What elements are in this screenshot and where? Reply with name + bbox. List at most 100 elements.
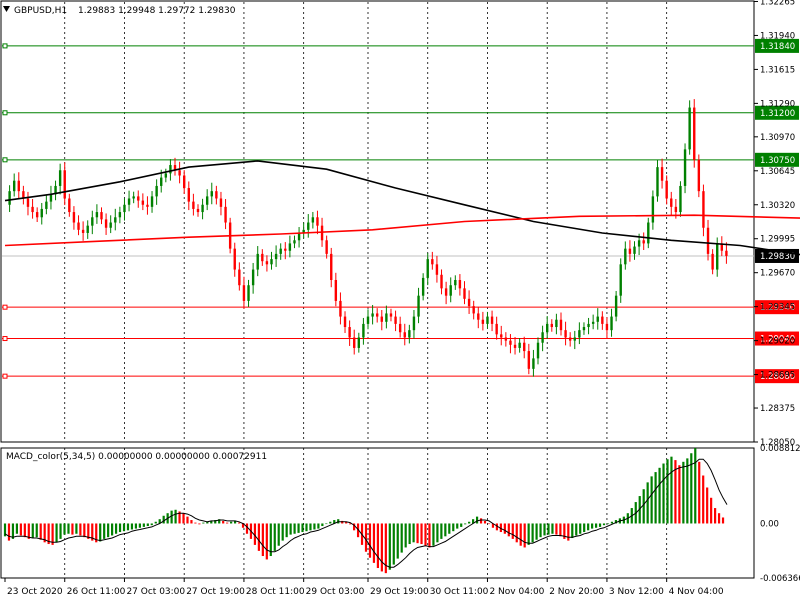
candle-body [509,340,512,345]
moving-average-line [4,160,800,256]
macd-bar [202,522,205,524]
macd-bar [372,523,376,563]
macd-bar [388,523,391,570]
macd-bar [111,523,114,536]
candle-body [325,240,328,254]
macd-bar [233,520,237,524]
macd-bar [142,523,145,527]
macd-bar [218,519,221,524]
macd-bar [491,523,495,528]
candle-body [81,229,85,233]
macd-bar [646,482,649,524]
macd-bar [721,517,725,524]
candle-body [261,253,264,262]
level-tag [755,38,799,53]
macd-bar [352,523,356,531]
horizontal-levels: 1.31840 1.31200 1.30750 1.29340 1.29040 1.286… [2,38,799,384]
time-axis-label: 2 Nov 04:00 [489,587,544,597]
macd-bar [226,522,229,524]
macd-axis-label: -0.0063660 [760,574,800,584]
macd-signal-line [4,458,728,568]
candle-body [302,229,305,233]
price-axis-label: 1.29670 [760,269,795,279]
macd-bar [702,475,705,524]
price-axis-label: 1.29020 [760,337,795,347]
candle-body [164,173,168,178]
macd-bar [543,523,546,536]
macd-bar [349,523,352,525]
macd-bar [698,461,701,524]
candle-body [458,280,462,289]
macd-bar [122,523,126,532]
candle-body [215,191,218,199]
candle-body [141,200,145,205]
level-tag [755,331,799,346]
macd-bar [400,523,403,553]
macd-bar [265,523,268,560]
candle-body [320,225,324,241]
macd-bar [289,523,292,535]
macd-bar [19,523,22,536]
candle-body [481,319,485,324]
macd-bar [356,523,360,538]
level-tag [755,152,799,167]
candle-body [628,248,632,254]
macd-bar [118,523,122,533]
candle-body [398,323,402,333]
candles-layer [8,99,728,377]
candle-body [725,250,728,256]
macd-bar [313,523,316,530]
price-axis-label: 1.29345 [760,303,795,313]
macd-bar [39,523,42,540]
macd-bar [507,523,510,537]
candle-body [26,198,30,207]
time-axis-label: 3 Nov 12:00 [609,587,664,597]
collapse-triangle-icon[interactable] [3,6,10,12]
time-axis-label: 29 Oct 03:00 [306,587,365,597]
candle-body [532,358,535,369]
macd-bar [297,523,300,533]
candle-body [169,165,172,174]
macd-bar [43,523,46,543]
candle-body [104,219,108,228]
macd-bar [523,523,526,548]
macd-bar [559,523,562,537]
price-axis-label: 1.31940 [760,31,795,41]
macd-bar [206,521,209,524]
candle-body [720,243,724,251]
macd-bar [67,523,70,534]
level-tag-label: 1.30750 [760,156,795,166]
macd-bar [591,523,594,529]
candle-body [353,337,356,348]
macd-bar [444,523,447,537]
candle-body [449,285,452,296]
candle-body [486,316,489,324]
chart-header: GBPUSD,H1 1.29883 1.29948 1.29772 1.2983… [3,6,236,16]
candle-body [490,316,494,324]
macd-bar [154,521,157,524]
candle-body [256,253,259,270]
candle-body [380,316,383,322]
candle-body [619,264,622,296]
price-axis-label: 1.32265 [760,0,795,7]
macd-bar [186,516,189,524]
macd-bar [174,509,177,524]
candle-body [247,285,250,301]
time-axis-label: 29 Oct 19:00 [370,587,429,597]
macd-bar [11,523,15,539]
time-axis-label: 30 Oct 11:00 [430,587,489,597]
macd-bar [452,523,455,532]
macd-bar [614,520,618,524]
candle-body [591,321,595,324]
macd-bar [190,520,193,524]
level-handle-icon [2,373,8,379]
macd-bar [539,523,542,538]
level-handle-icon [2,110,8,116]
macd-bar [594,523,598,528]
candle-body [91,217,94,226]
candle-body [371,313,374,317]
price-axis-label: 1.31290 [760,99,795,109]
